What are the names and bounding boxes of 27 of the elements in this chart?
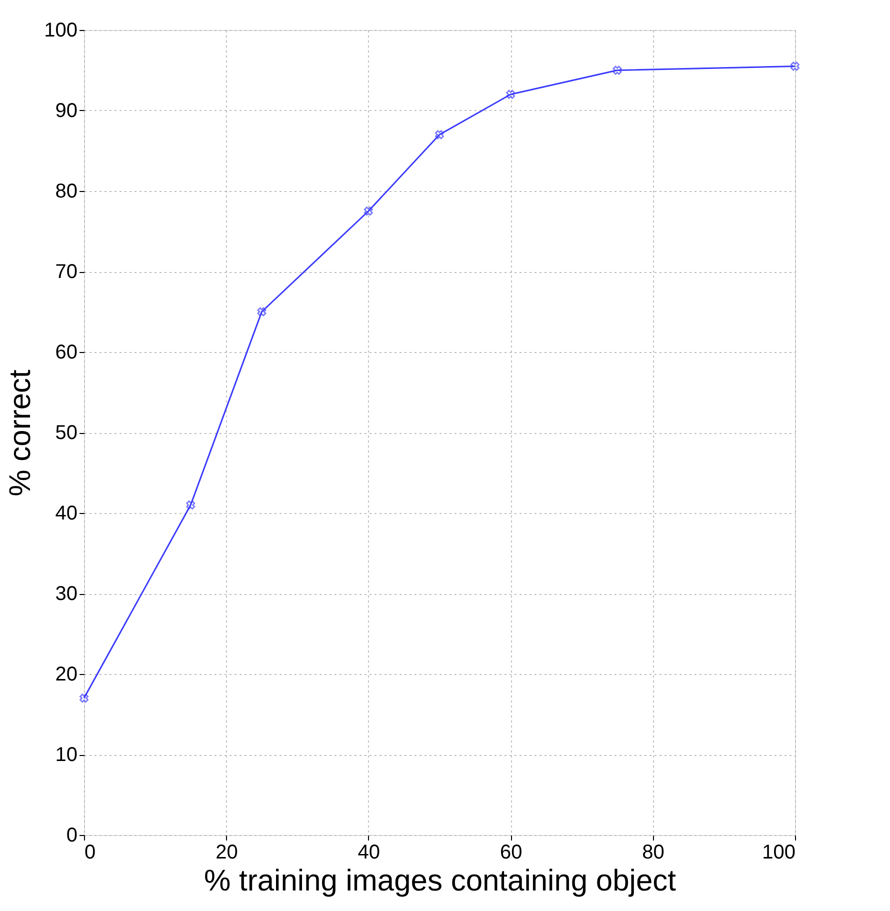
x-tick-label: 100 bbox=[762, 842, 796, 864]
x-tick-label: 40 bbox=[358, 842, 380, 864]
x-tick-label: 0 bbox=[84, 842, 96, 864]
y-axis-title: % correct bbox=[4, 368, 38, 496]
point bbox=[186, 500, 196, 510]
point bbox=[80, 694, 88, 703]
point bbox=[612, 66, 622, 75]
y-tick-label: 100 bbox=[44, 20, 78, 42]
point bbox=[435, 130, 444, 140]
y-tick-label: 30 bbox=[55, 583, 78, 605]
y-tick-label: 20 bbox=[55, 664, 78, 686]
y-tick-label: 40 bbox=[55, 502, 78, 524]
point bbox=[790, 62, 800, 71]
y-tick-label: 10 bbox=[55, 744, 78, 766]
y-tick-label: 60 bbox=[55, 342, 78, 364]
y-tick-label: 80 bbox=[55, 180, 78, 202]
point bbox=[506, 90, 516, 99]
x-axis-title: % training images containing object bbox=[204, 864, 677, 898]
x-tick-label: 80 bbox=[642, 842, 664, 864]
y-tick-label: 70 bbox=[55, 261, 78, 283]
x-tick-label: 60 bbox=[500, 842, 522, 864]
y-tick-label: 50 bbox=[55, 422, 78, 444]
y-tick-label: 0 bbox=[66, 824, 78, 846]
point bbox=[364, 206, 373, 216]
y-tick-label: 90 bbox=[55, 100, 78, 122]
x-tick-label: 20 bbox=[216, 842, 238, 864]
point bbox=[257, 307, 266, 316]
